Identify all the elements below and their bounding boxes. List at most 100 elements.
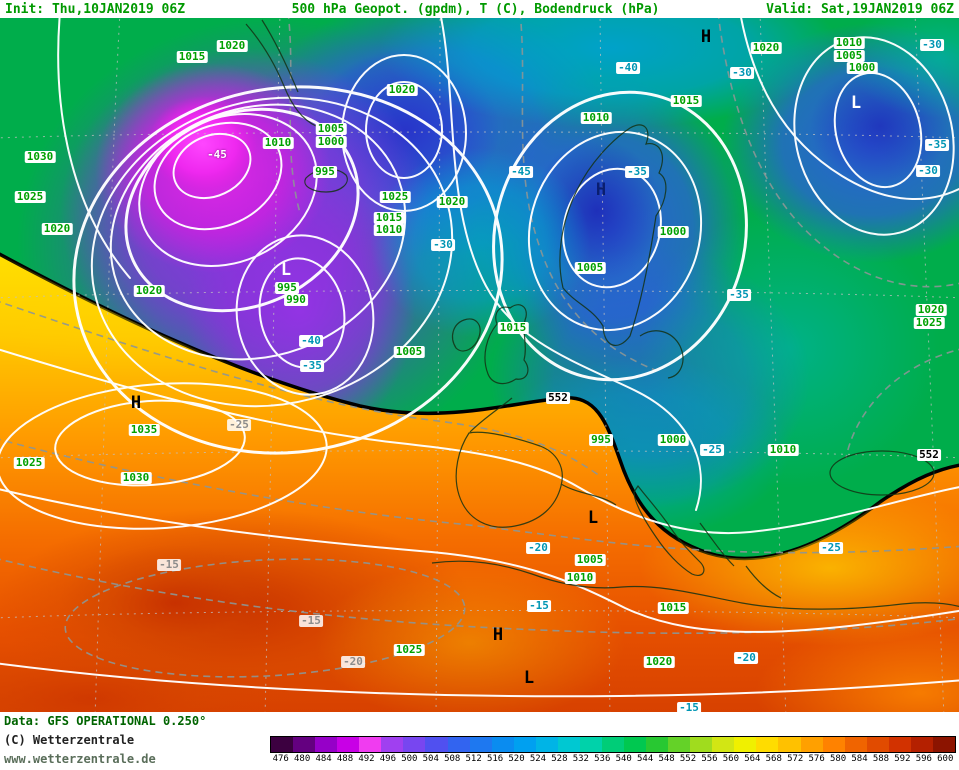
scale-color-cell <box>668 737 691 752</box>
data-source-line: Data: GFS OPERATIONAL 0.250° <box>4 714 207 728</box>
pressure-center-h: H <box>700 27 712 47</box>
temperature-value-label: -35 <box>727 288 751 301</box>
scale-color-cell <box>425 737 448 752</box>
pressure-value-label: 1030 <box>24 150 56 163</box>
map-title-bar: Init: Thu,10JAN2019 06Z 500 hPa Geopot. … <box>0 0 959 18</box>
website-url: www.wetterzentrale.de <box>4 752 156 766</box>
scale-tick-value: 540 <box>615 754 632 764</box>
pressure-value-label: 1010 <box>767 443 799 456</box>
scale-color-cell <box>756 737 779 752</box>
scale-color-cell <box>932 737 955 752</box>
scale-tick-value: 600 <box>937 754 954 764</box>
temperature-value-label: -45 <box>207 148 227 161</box>
pressure-value-label: 1010 <box>833 36 865 49</box>
colorbar <box>270 736 956 753</box>
scale-color-cell <box>381 737 404 752</box>
pressure-center-h: H <box>130 393 142 413</box>
colorbar-tick-values: 476 480 484 488 492 496 500 504 508 512 516 520 524 5… <box>270 754 956 764</box>
pressure-value-label: 1015 <box>657 601 689 614</box>
geopotential-contour-label: 552 <box>546 391 570 404</box>
scale-tick-value: 544 <box>637 754 654 764</box>
pressure-center-l: L <box>850 93 862 113</box>
pressure-value-label: 1010 <box>373 223 405 236</box>
scale-tick-value: 512 <box>465 754 482 764</box>
geopotential-contours <box>0 18 959 698</box>
pressure-value-label: 1000 <box>315 135 347 148</box>
pressure-value-label: 1025 <box>13 456 45 469</box>
scale-tick-value: 500 <box>401 754 418 764</box>
pressure-value-label: 1005 <box>574 261 606 274</box>
temperature-value-label: -45 <box>509 165 533 178</box>
scale-color-cell <box>271 737 294 752</box>
pressure-value-label: 1020 <box>915 303 947 316</box>
map-labels-layer: 1015 1020 1020 1020 1010 1005 1000 1015 1010 1005… <box>0 18 959 712</box>
pressure-value-label: 1000 <box>657 225 689 238</box>
map-title: 500 hPa Geopot. (gpdm), T (C), Bodendruc… <box>291 1 660 17</box>
scale-color-cell <box>712 737 735 752</box>
pressure-value-label: 1000 <box>657 433 689 446</box>
scale-color-cell <box>469 737 492 752</box>
valid-value: Sat,19JAN2019 06Z <box>820 1 954 17</box>
temperature-value-label: -25 <box>227 418 251 431</box>
scale-color-cell <box>403 737 426 752</box>
pressure-value-label: 1005 <box>574 553 606 566</box>
pressure-value-label: 1010 <box>580 111 612 124</box>
pressure-value-label: 1025 <box>393 643 425 656</box>
valid-time: Valid: Sat,19JAN2019 06Z <box>766 2 954 17</box>
scale-tick-value: 572 <box>787 754 804 764</box>
scale-tick-value: 576 <box>808 754 825 764</box>
scale-tick-value: 508 <box>444 754 461 764</box>
scale-color-cell <box>535 737 558 752</box>
scale-tick-value: 596 <box>915 754 932 764</box>
scale-color-cell <box>315 737 338 752</box>
scale-tick-value: 520 <box>508 754 525 764</box>
scale-color-cell <box>800 737 823 752</box>
scale-tick-value: 536 <box>594 754 611 764</box>
pressure-value-label: 990 <box>284 293 308 306</box>
pressure-value-label: 1015 <box>373 211 405 224</box>
pressure-value-label: 1000 <box>846 61 878 74</box>
temperature-value-label: -40 <box>616 61 640 74</box>
temperature-value-label: -30 <box>431 238 455 251</box>
scale-color-cell <box>491 737 514 752</box>
map-footer: Data: GFS OPERATIONAL 0.250° (C) Wetterz… <box>0 712 959 770</box>
temperature-value-label: -35 <box>625 165 649 178</box>
scale-color-cell <box>447 737 470 752</box>
pressure-value-label: 1025 <box>379 190 411 203</box>
temperature-value-label: -30 <box>916 164 940 177</box>
scale-color-cell <box>910 737 933 752</box>
pressure-center-h: H <box>492 625 504 645</box>
pressure-value-label: 1020 <box>216 39 248 52</box>
scale-tick-value: 524 <box>529 754 547 764</box>
pressure-value-label: 1020 <box>41 222 73 235</box>
scale-tick-value: 476 <box>272 754 289 764</box>
weather-map: 1015 1020 1020 1020 1010 1005 1000 1015 1010 1005… <box>0 18 959 712</box>
temperature-value-label: -20 <box>526 541 550 554</box>
pressure-value-label: 995 <box>313 165 337 178</box>
scale-tick-value: 496 <box>379 754 397 764</box>
temperature-value-label: -15 <box>157 558 181 571</box>
temperature-value-label: -25 <box>700 443 724 456</box>
scale-color-cell <box>624 737 647 752</box>
geopotential-contour-label: 552 <box>917 448 941 461</box>
pressure-value-label: 1025 <box>913 316 945 329</box>
temperature-value-label: -35 <box>300 359 324 372</box>
pressure-value-label: 995 <box>589 433 613 446</box>
pressure-value-label: 1010 <box>262 136 294 149</box>
copyright-line: (C) Wetterzentrale <box>4 733 135 747</box>
temperature-value-label: -20 <box>734 651 758 664</box>
pressure-value-label: 1015 <box>497 321 529 334</box>
scale-tick-value: 480 <box>294 754 311 764</box>
scale-color-cell <box>844 737 867 752</box>
pressure-value-label: 995 <box>275 281 299 294</box>
temperature-value-label: -40 <box>299 334 323 347</box>
temperature-value-label: -35 <box>925 138 949 151</box>
scale-tick-value: 568 <box>765 754 782 764</box>
footer-credits: Data: GFS OPERATIONAL 0.250° (C) Wetterz… <box>4 712 206 769</box>
graticule <box>0 18 959 712</box>
pressure-value-label: 1025 <box>14 190 46 203</box>
pressure-value-label: 1005 <box>315 122 347 135</box>
pressure-value-label: 1005 <box>833 49 865 62</box>
scale-color-cell <box>513 737 536 752</box>
scale-tick-value: 584 <box>851 754 868 764</box>
